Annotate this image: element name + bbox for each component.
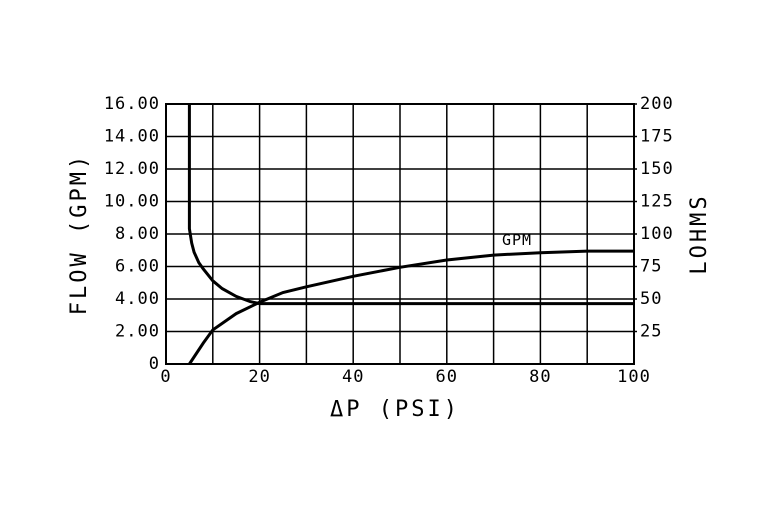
x-tick-label: 100 xyxy=(617,367,651,387)
y-tick-label: 4.00 xyxy=(115,289,160,309)
x-tick-label: 40 xyxy=(342,367,364,387)
y2-tick-label: 175 xyxy=(640,127,674,147)
y-tick-label: 14.00 xyxy=(104,127,160,147)
y2-tick-label: 150 xyxy=(640,159,674,179)
y2-tick-label: 200 xyxy=(640,94,674,114)
x-axis-label: ΔP (PSI) xyxy=(330,397,460,422)
series-line xyxy=(188,249,634,365)
y-tick-label: 12.00 xyxy=(104,159,160,179)
series-label: GPM xyxy=(502,231,532,249)
y-tick-label: 2.00 xyxy=(115,322,160,342)
y2-tick-label: 50 xyxy=(640,289,662,309)
y-tick-label: 10.00 xyxy=(104,192,160,212)
y-tick-label: 16.00 xyxy=(104,94,160,114)
x-tick-label: 0 xyxy=(160,367,171,387)
y-axis-label: FLOW (GPM) xyxy=(67,153,92,315)
y2-tick-label: 100 xyxy=(640,224,674,244)
y-tick-label: 6.00 xyxy=(115,257,160,277)
y2-tick-label: 25 xyxy=(640,322,662,342)
y2-axis-label: LOHMS xyxy=(687,193,712,274)
y-tick-label: 0 xyxy=(149,354,160,374)
y2-tick-label: 75 xyxy=(640,257,662,277)
y2-tick-label: 125 xyxy=(640,192,674,212)
y-tick-label: 8.00 xyxy=(115,224,160,244)
x-tick-label: 20 xyxy=(248,367,270,387)
x-tick-label: 60 xyxy=(436,367,458,387)
x-tick-label: 80 xyxy=(529,367,551,387)
series-line xyxy=(187,104,634,306)
